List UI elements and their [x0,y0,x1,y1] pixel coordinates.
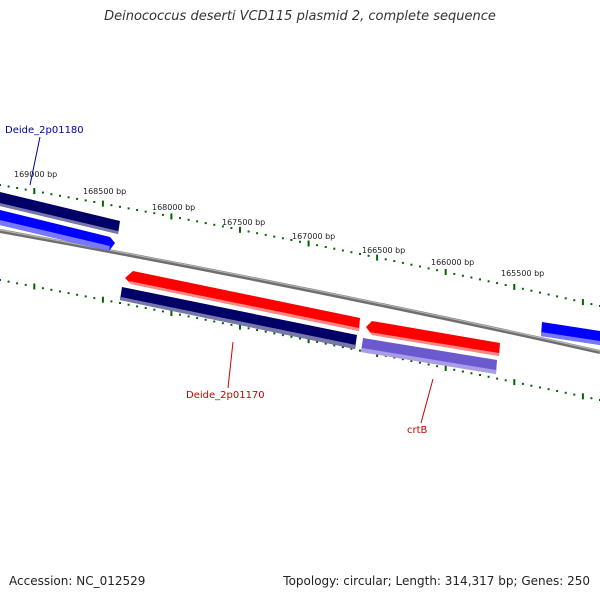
topology-summary: Topology: circular; Length: 314,317 bp; … [283,574,590,588]
gene-blue-right-shade [541,332,600,345]
leader-line-1170 [227,341,234,389]
inner-tick-track [0,279,600,401]
tick-label-167500: 167500 bp [222,218,265,227]
tick-label-167000: 167000 bp [292,232,335,241]
gene-red-cds-1170-shade [129,281,359,331]
gene-label-deide-2p01180[interactable]: Deide_2p01180 [5,125,84,136]
gene-blue-arrow-left-shade [0,220,110,251]
gene-crtb-purple-shade [361,348,496,374]
gene-deide-2p01170-navy-shade [120,297,356,349]
gene-deide-2p01180-navy[interactable] [0,192,120,234]
gene-deide-2p01180-navy-shade [0,203,118,234]
gene-red-cds-crtb[interactable] [366,321,500,356]
leader-line-1180 [29,136,41,186]
map-title: Deinococcus deserti VCD115 plasmid 2, co… [104,9,496,24]
gene-label-crtb[interactable]: crtB [407,425,428,436]
tick-label-166000: 166000 bp [431,258,474,267]
leader-line-crtb [420,378,434,424]
outer-tick-track [0,184,600,307]
backbone-arc-highlight [0,229,600,352]
tick-label-168000: 168000 bp [152,203,195,212]
tick-label-168500: 168500 bp [83,187,126,196]
tick-label-169000: 169000 bp [14,170,57,179]
tick-label-166500: 166500 bp [362,246,405,255]
gene-red-cds-1170[interactable] [125,271,360,331]
gene-red-cds-crtb-shade [369,332,499,356]
accession-text: Accession: NC_012529 [9,574,146,588]
tick-label-165500: 165500 bp [501,269,544,278]
gene-label-deide-2p01170[interactable]: Deide_2p01170 [186,390,265,401]
backbone-arc [0,229,600,354]
